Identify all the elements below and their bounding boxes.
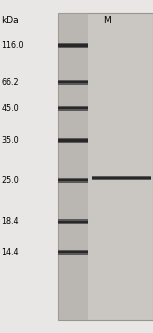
Bar (58, 43, 88, 48)
Bar (58, 107, 88, 110)
Bar (58, 251, 88, 253)
Bar (58, 138, 88, 143)
Text: 25.0: 25.0 (2, 176, 19, 185)
Bar (58, 13, 88, 320)
Bar (58, 44, 88, 47)
Text: 14.4: 14.4 (2, 248, 19, 257)
Text: 116.0: 116.0 (2, 41, 24, 50)
Text: kDa: kDa (2, 16, 19, 26)
Text: 66.2: 66.2 (2, 78, 19, 87)
Bar (58, 106, 88, 111)
Bar (58, 178, 88, 183)
Text: 35.0: 35.0 (2, 136, 19, 145)
Bar (58, 13, 153, 320)
Bar (58, 139, 88, 142)
Text: M: M (104, 16, 111, 26)
Bar (58, 80, 88, 85)
Bar (92, 176, 151, 180)
Bar (58, 220, 88, 223)
Bar (58, 179, 88, 181)
Bar (58, 81, 88, 83)
Text: 45.0: 45.0 (2, 104, 19, 113)
Bar (92, 177, 151, 179)
Bar (58, 219, 88, 224)
Text: 18.4: 18.4 (2, 217, 19, 226)
Bar (58, 250, 88, 255)
